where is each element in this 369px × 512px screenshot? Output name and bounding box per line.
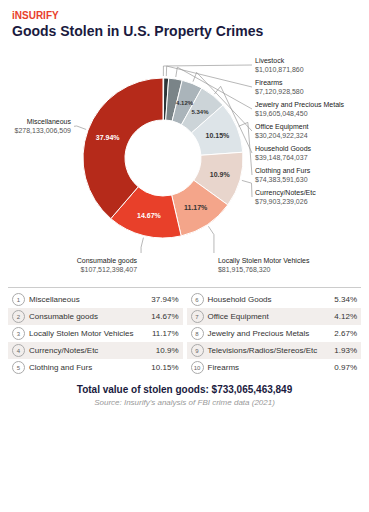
svg-text:Miscellaneous: Miscellaneous <box>27 118 72 125</box>
html-text:Firearms: Firearms <box>207 363 240 372</box>
html-text:Consumable goods: Consumable goods <box>29 312 98 321</box>
svg-text:14.67%: 14.67% <box>137 212 162 219</box>
svg-text:Clothing and Furs: Clothing and Furs <box>255 167 311 175</box>
svg-text:5.34%: 5.34% <box>191 109 209 115</box>
html-text:5: 5 <box>16 364 21 371</box>
svg-text:11.17%: 11.17% <box>184 204 208 211</box>
html-text:6: 6 <box>195 296 199 303</box>
svg-text:Office Equipment: Office Equipment <box>255 123 309 131</box>
html-text:Goods Stolen in U.S. Property: Goods Stolen in U.S. Property Crimes <box>12 23 264 39</box>
svg-text:$39,148,764,037: $39,148,764,037 <box>255 154 308 161</box>
svg-text:Jewelry and Precious Metals: Jewelry and Precious Metals <box>255 101 345 109</box>
html-text:Locally Stolen Motor Vehicles: Locally Stolen Motor Vehicles <box>29 329 134 338</box>
html-text:Miscellaneous: Miscellaneous <box>29 295 80 304</box>
html-text:37.94%: 37.94% <box>151 295 179 304</box>
html-text:Clothing and Furs: Clothing and Furs <box>29 363 93 372</box>
html-text:Household Goods: Household Goods <box>207 295 272 304</box>
svg-text:Livestock: Livestock <box>255 57 285 64</box>
html-text:9: 9 <box>195 347 199 354</box>
svg-text:Currency/Notes/Etc: Currency/Notes/Etc <box>255 189 316 197</box>
svg-text:$7,120,928,580: $7,120,928,580 <box>255 88 304 95</box>
html-text:11.17%: 11.17% <box>152 329 179 338</box>
svg-text:$278,133,006,509: $278,133,006,509 <box>15 127 72 134</box>
svg-text:Locally Stolen Motor Vehicles: Locally Stolen Motor Vehicles <box>218 257 310 265</box>
html-text:1: 1 <box>16 296 21 303</box>
html-text:iNSURIFY: iNSURIFY <box>12 10 59 21</box>
html-text:Currency/Notes/Etc: Currency/Notes/Etc <box>29 346 99 355</box>
html-text:4: 4 <box>16 347 21 354</box>
html-text:Source: Insurify's analysis of: Source: Insurify's analysis of FBI crime… <box>94 398 275 407</box>
html-text:3: 3 <box>16 330 21 337</box>
svg-text:37.94%: 37.94% <box>96 134 121 141</box>
svg-text:$79,903,239,026: $79,903,239,026 <box>255 198 308 205</box>
svg-text:4.12%: 4.12% <box>176 100 194 106</box>
svg-text:$107,512,398,407: $107,512,398,407 <box>81 266 138 273</box>
svg-text:10.15%: 10.15% <box>206 132 231 139</box>
svg-text:$19,605,048,450: $19,605,048,450 <box>255 110 308 117</box>
html-text:2: 2 <box>16 313 21 320</box>
html-text:10.9%: 10.9% <box>155 346 179 355</box>
svg-text:$1,010,871,860: $1,010,871,860 <box>255 66 304 73</box>
html-text:4.12%: 4.12% <box>334 312 357 321</box>
svg-text:$81,915,768,320: $81,915,768,320 <box>218 266 271 273</box>
html-text:10.15%: 10.15% <box>151 363 179 372</box>
html-text:Office Equipment: Office Equipment <box>207 312 269 321</box>
html-text:Jewelry and Precious Metals: Jewelry and Precious Metals <box>207 329 310 338</box>
svg-text:$30,204,922,324: $30,204,922,324 <box>255 132 308 139</box>
html-text:14.67%: 14.67% <box>151 312 179 321</box>
html-text:8: 8 <box>195 330 199 337</box>
svg-text:$74,383,591,630: $74,383,591,630 <box>255 176 308 183</box>
svg-text:Household Goods: Household Goods <box>255 145 312 152</box>
html-text:1.93%: 1.93% <box>334 346 357 355</box>
html-text:5.34%: 5.34% <box>334 295 357 304</box>
html-text:7: 7 <box>195 313 199 320</box>
svg-text:Consumable goods: Consumable goods <box>77 257 138 265</box>
html-text:10: 10 <box>193 364 201 371</box>
html-text:2.67%: 2.67% <box>334 329 357 338</box>
html-text:0.97%: 0.97% <box>334 363 357 372</box>
html-text:Total value of stolen goods: $: Total value of stolen goods: $733,065,46… <box>76 384 293 395</box>
html-text:Televisions/Radios/Stereos/Etc: Televisions/Radios/Stereos/Etc <box>207 346 318 355</box>
svg-text:Firearms: Firearms <box>255 79 283 86</box>
svg-text:10.9%: 10.9% <box>210 171 231 178</box>
